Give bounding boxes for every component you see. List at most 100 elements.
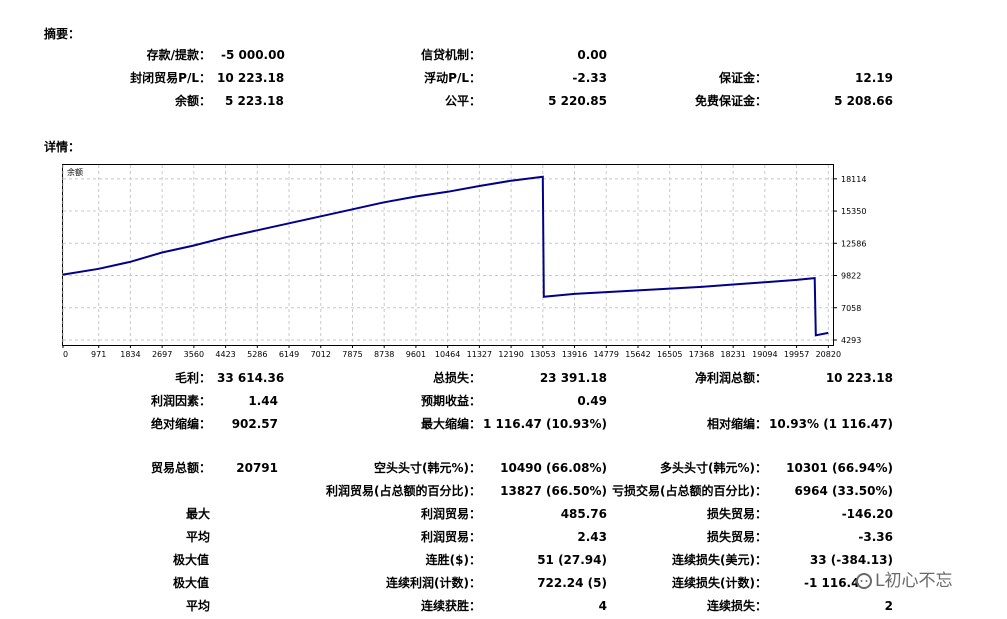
credit-value: 0.00	[577, 48, 607, 62]
max-consec-profit-label: 连续利润(计数)：	[386, 576, 481, 590]
watermark-text: L初心不忘	[875, 571, 953, 591]
free-margin-value: 5 208.66	[834, 94, 893, 108]
max-consec-wins-value: 51 (27.94)	[537, 553, 607, 567]
x-tick-label: 13053	[530, 350, 555, 359]
x-tick-label: 18231	[720, 350, 745, 359]
x-tick-label: 20820	[816, 350, 841, 359]
avg-profit-value: 2.43	[577, 530, 607, 544]
avg-consec-wins-value: 4	[598, 599, 607, 613]
profit-trades-value: 13827 (66.50%)	[500, 484, 607, 498]
chat-bubble-icon	[856, 573, 872, 589]
x-tick-label: 1834	[120, 350, 140, 359]
balance-label: 余额：	[174, 94, 211, 108]
details-title: 详情：	[44, 140, 81, 154]
short-positions-value: 10490 (66.08%)	[500, 461, 607, 475]
avg-loss-label: 损失贸易：	[706, 530, 767, 544]
x-tick-label: 8738	[374, 350, 394, 359]
net-profit-value: 10 223.18	[825, 371, 893, 385]
x-tick-label: 4423	[215, 350, 235, 359]
short-positions-label: 空头头寸(韩元%)：	[374, 461, 481, 475]
max-consec-wins-label: 连胜($)：	[425, 553, 481, 567]
x-tick-label: 17368	[689, 350, 714, 359]
gross-profit-value: 33 614.36	[217, 371, 285, 385]
x-tick-label: 7875	[342, 350, 362, 359]
net-profit-label: 净利润总额：	[694, 371, 767, 385]
x-tick-label: 11327	[467, 350, 492, 359]
x-tick-label: 5286	[247, 350, 267, 359]
closed-pl-value: 10 223.18	[217, 71, 285, 85]
max-consec-loss-count-label: 连续损失(计数)：	[672, 576, 767, 590]
x-tick-label: 16505	[657, 350, 682, 359]
expected-payoff-label: 预期收益：	[420, 394, 481, 408]
closed-pl-label: 封闭贸易P/L：	[130, 71, 211, 85]
x-tick-label: 9601	[406, 350, 426, 359]
deposit-value: -5 000.00	[221, 48, 285, 62]
balance-chart: 0 971 1834 2697 3560 4423 5286 6149 7012 7875 8738…	[62, 164, 866, 359]
rel-drawdown-label: 相对缩编：	[706, 417, 767, 431]
equity-label: 公平：	[444, 94, 481, 108]
rel-drawdown-value: 10.93% (1 116.47)	[769, 417, 893, 431]
gross-loss-label: 总损失：	[432, 371, 481, 385]
x-tick-label: 12190	[498, 350, 523, 359]
balance-series-line	[62, 175, 829, 337]
avg-consec-losses-value: 2	[884, 599, 893, 613]
largest-profit-value: 485.76	[560, 507, 607, 521]
x-tick-label: 6149	[279, 350, 299, 359]
avg-loss-value: -3.36	[858, 530, 893, 544]
y-tick-label: 7058	[841, 304, 861, 313]
y-tick-label: 18114	[841, 175, 866, 184]
x-tick-label: 14779	[594, 350, 619, 359]
average2-label: 平均	[186, 599, 211, 613]
margin-label: 保证金：	[718, 71, 767, 85]
x-tick-label: 10464	[435, 350, 460, 359]
maximum-label: 极大值	[173, 553, 210, 567]
abs-drawdown-label: 绝对缩编：	[150, 417, 211, 431]
floating-pl-label: 浮动P/L：	[424, 71, 481, 85]
loss-trades-value: 6964 (33.50%)	[794, 484, 893, 498]
y-tick-label: 15350	[841, 207, 866, 216]
x-tick-label: 19094	[752, 350, 777, 359]
margin-value: 12.19	[855, 71, 893, 85]
largest-loss-value: -146.20	[841, 507, 893, 521]
abs-drawdown-value: 902.57	[231, 417, 278, 431]
x-tick-label: 3560	[184, 350, 204, 359]
maximal-label: 极大值	[173, 576, 210, 590]
max-consec-profit-value: 722.24 (5)	[537, 576, 607, 590]
gross-loss-value: 23 391.18	[539, 371, 607, 385]
max-drawdown-label: 最大缩编：	[420, 417, 481, 431]
x-tick-label: 13916	[562, 350, 587, 359]
x-tick-label: 2697	[152, 350, 172, 359]
y-tick-label: 9822	[841, 272, 861, 281]
x-tick-label: 0	[63, 350, 68, 359]
x-tick-label: 15642	[625, 350, 650, 359]
profit-factor-label: 利润因素：	[150, 394, 211, 408]
long-positions-label: 多头头寸(韩元%)：	[660, 461, 767, 475]
credit-label: 信贷机制：	[420, 48, 481, 62]
chart-title: 余额	[67, 167, 83, 177]
watermark: L初心不忘	[855, 566, 952, 591]
max-drawdown-value: 1 116.47 (10.93%)	[483, 417, 607, 431]
summary-title: 摘要：	[44, 27, 81, 41]
expected-payoff-value: 0.49	[577, 394, 607, 408]
y-tick-label: 12586	[841, 239, 866, 248]
x-tick-label: 971	[91, 350, 106, 359]
loss-trades-label: 亏损交易(占总额的百分比)：	[612, 484, 767, 498]
avg-profit-label: 利润贸易：	[420, 530, 481, 544]
max-consec-losses-label: 连续损失(美元)：	[672, 553, 767, 567]
max-consec-loss-count-value: -1 116.4	[804, 576, 860, 590]
equity-value: 5 220.85	[548, 94, 607, 108]
free-margin-label: 免费保证金：	[694, 94, 767, 108]
x-tick-label: 19957	[784, 350, 809, 359]
avg-consec-losses-label: 连续损失：	[706, 599, 767, 613]
largest-label: 最大	[186, 507, 211, 521]
avg-consec-wins-label: 连续获胜：	[420, 599, 481, 613]
largest-profit-label: 利润贸易：	[420, 507, 481, 521]
floating-pl-value: -2.33	[572, 71, 607, 85]
x-tick-label: 7012	[311, 350, 331, 359]
profit-trades-label: 利润贸易(占总额的百分比)：	[326, 484, 481, 498]
balance-value: 5 223.18	[225, 94, 284, 108]
total-trades-value: 20791	[236, 461, 278, 475]
largest-loss-label: 损失贸易：	[706, 507, 767, 521]
gross-profit-label: 毛利：	[174, 371, 211, 385]
profit-factor-value: 1.44	[248, 394, 278, 408]
